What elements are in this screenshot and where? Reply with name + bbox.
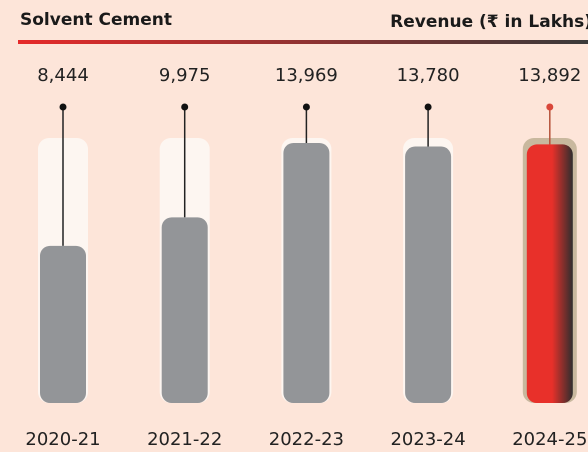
value-label: 13,892 bbox=[518, 65, 581, 86]
chart-subtitle: Revenue (₹ in Lakhs) bbox=[390, 12, 588, 32]
pin-dot bbox=[302, 103, 310, 111]
chart-title: Solvent Cement bbox=[20, 10, 172, 30]
value-label: 13,780 bbox=[397, 65, 460, 86]
value-label: 8,444 bbox=[37, 65, 89, 86]
x-tick-label: 2020-21 bbox=[25, 429, 100, 450]
bar bbox=[40, 245, 86, 403]
bar bbox=[283, 143, 330, 403]
x-tick-label: 2024-25 bbox=[512, 429, 587, 450]
x-tick-label: 2023-24 bbox=[390, 429, 465, 450]
x-tick-label: 2021-22 bbox=[147, 429, 222, 450]
value-label: 9,975 bbox=[159, 65, 211, 86]
value-label: 13,969 bbox=[275, 65, 338, 86]
x-tick-label: 2022-23 bbox=[269, 429, 344, 450]
bar bbox=[526, 144, 573, 403]
pin-dot bbox=[59, 103, 67, 111]
pin-dot bbox=[424, 103, 432, 111]
pin-dot bbox=[546, 103, 554, 111]
bar bbox=[161, 217, 208, 403]
header-rule bbox=[18, 40, 588, 44]
pin-dot bbox=[181, 103, 189, 111]
bar bbox=[405, 146, 452, 403]
